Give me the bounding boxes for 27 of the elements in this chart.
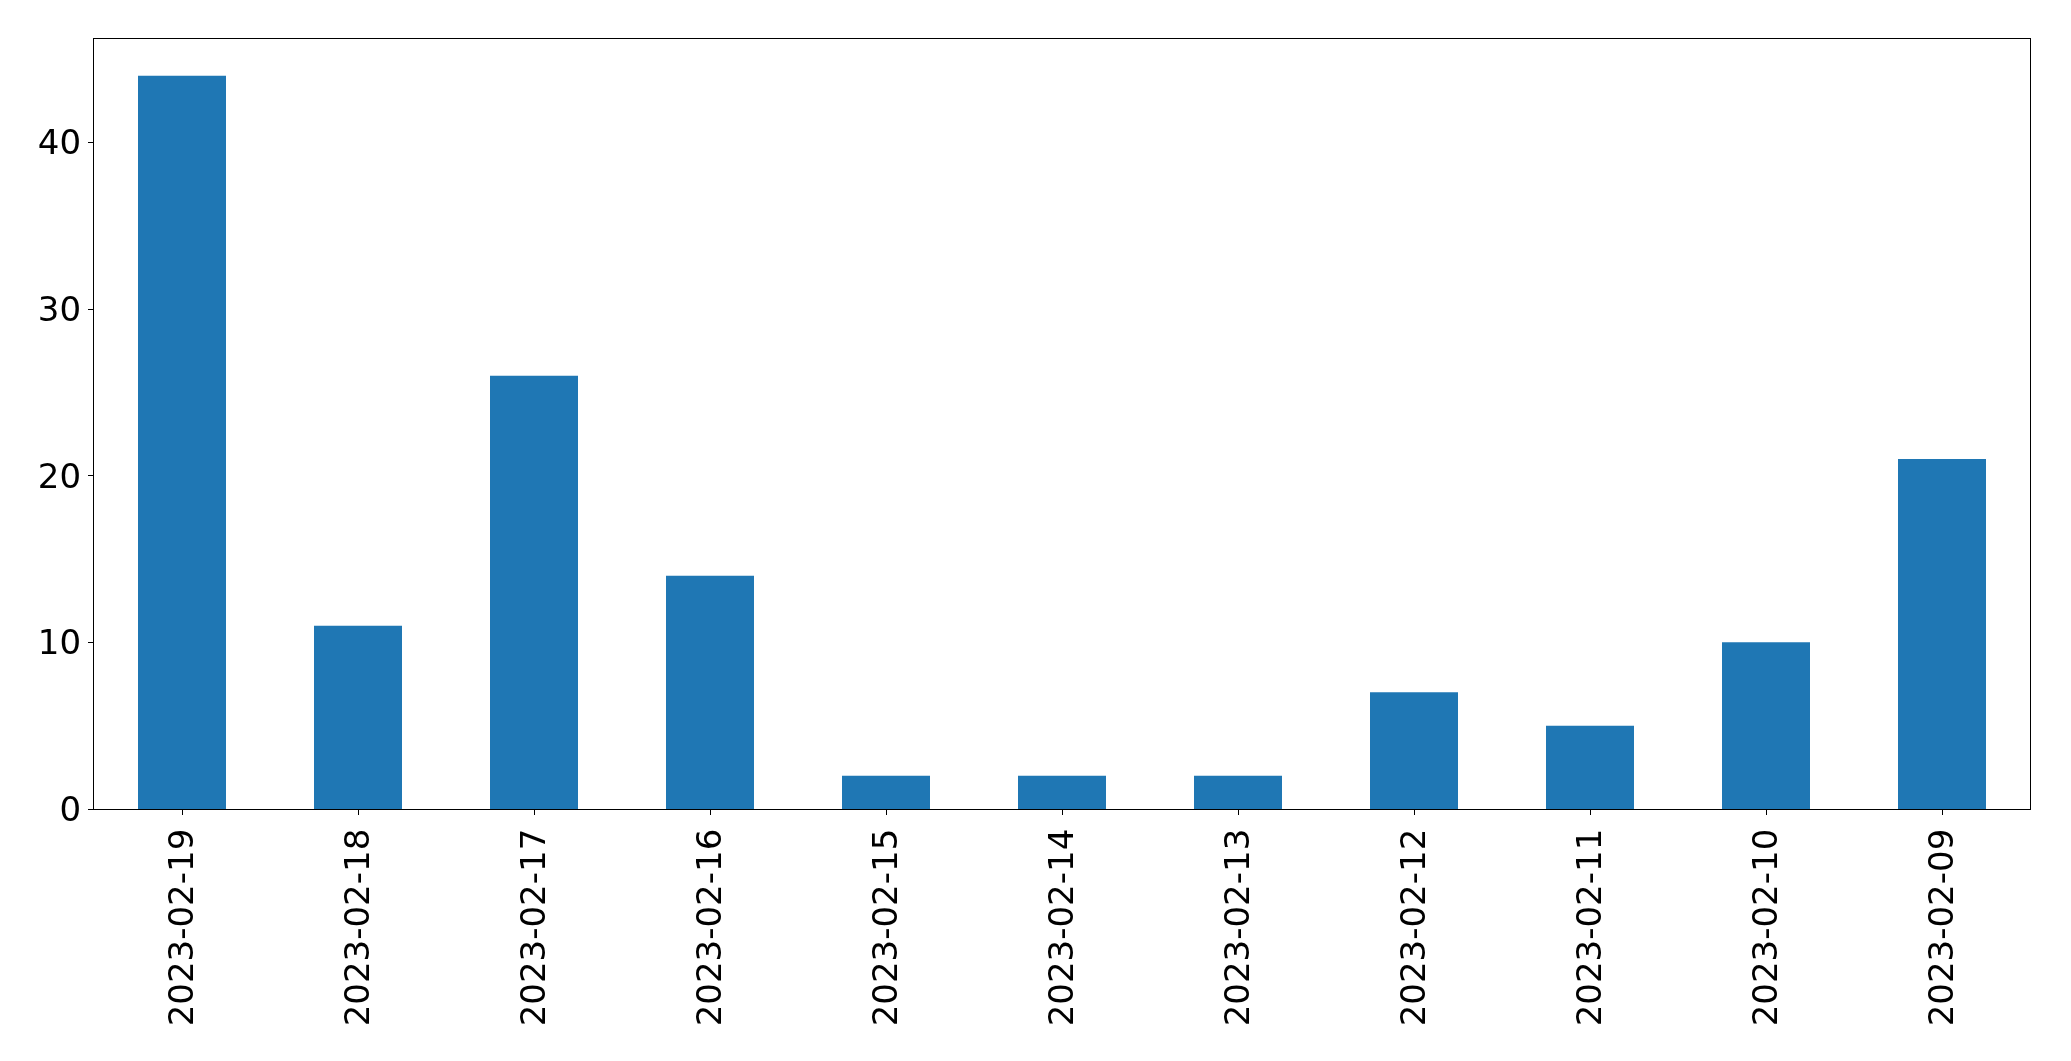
bar [1370,692,1458,809]
y-tick-label: 0 [59,788,82,829]
bar [1194,775,1282,809]
bar [1898,459,1986,809]
x-tick-label: 2023-02-11 [1569,828,1610,1027]
x-tick-label: 2023-02-15 [865,828,906,1027]
bar [314,625,402,809]
x-tick-label: 2023-02-12 [1393,828,1434,1027]
x-tick-label: 2023-02-09 [1921,828,1962,1027]
y-tick-label: 30 [37,288,82,329]
bar [666,575,754,809]
x-tick-label: 2023-02-14 [1041,828,1082,1027]
y-tick-label: 40 [37,122,82,163]
bar [138,75,226,809]
x-tick-label: 2023-02-18 [337,828,378,1027]
bar [1018,775,1106,809]
bar [490,375,578,809]
x-tick-label: 2023-02-13 [1217,828,1258,1027]
x-tick-label: 2023-02-19 [161,828,202,1027]
bar [1722,642,1810,809]
y-tick-label: 20 [37,455,82,496]
y-tick-label: 10 [37,622,82,663]
x-tick-label: 2023-02-17 [513,828,554,1027]
x-tick-label: 2023-02-10 [1745,828,1786,1027]
x-tick-label: 2023-02-16 [689,828,730,1027]
bar [1546,725,1634,809]
bar [842,775,930,809]
